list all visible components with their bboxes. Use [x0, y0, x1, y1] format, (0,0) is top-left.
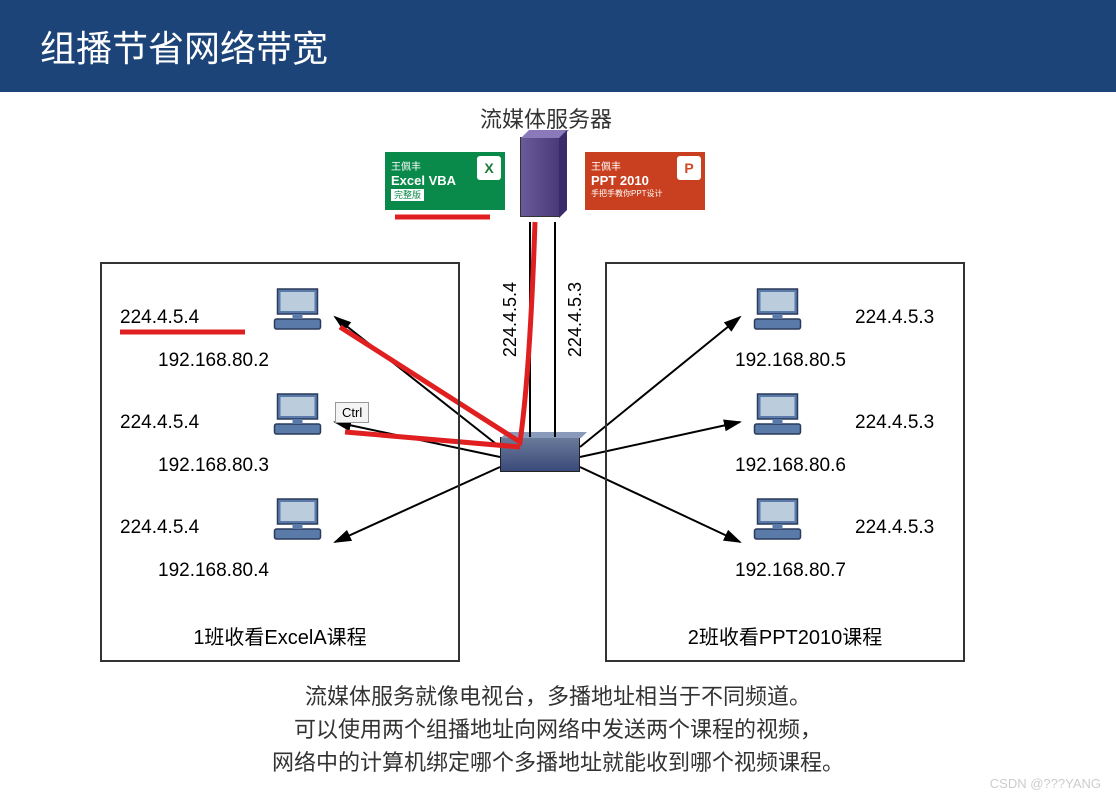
- description: 流媒体服务就像电视台，多播地址相当于不同频道。 可以使用两个组播地址向网络中发送…: [0, 680, 1116, 779]
- pc-icon: [750, 497, 805, 542]
- course2-badge: 手把手教你PPT设计: [591, 188, 699, 199]
- pc6-multicast: 224.4.5.3: [855, 517, 934, 539]
- pc2-multicast: 224.4.5.4: [120, 412, 199, 434]
- group1-title: 1班收看ExcelA课程: [102, 621, 458, 650]
- vlabel-right: 224.4.5.3: [565, 282, 586, 357]
- pc5-ip: 192.168.80.6: [735, 455, 846, 477]
- desc-line2: 可以使用两个组播地址向网络中发送两个课程的视频，: [0, 713, 1116, 746]
- ctrl-key-badge: Ctrl: [335, 402, 369, 423]
- course1-badge: 完整版: [391, 189, 424, 201]
- course-ppt: 王佩丰 PPT 2010 手把手教你PPT设计 P: [585, 152, 705, 210]
- pc-icon: [270, 392, 325, 437]
- server-icon: [520, 137, 560, 217]
- slide-title: 组播节省网络带宽: [0, 0, 1116, 92]
- pc3-multicast: 224.4.5.4: [120, 517, 199, 539]
- pc4-ip: 192.168.80.5: [735, 350, 846, 372]
- group2-title: 2班收看PPT2010课程: [607, 621, 963, 650]
- pc-icon: [270, 287, 325, 332]
- pc1-ip: 192.168.80.2: [158, 350, 269, 372]
- pc2-ip: 192.168.80.3: [158, 455, 269, 477]
- pc6-ip: 192.168.80.7: [735, 560, 846, 582]
- pc-icon: [750, 392, 805, 437]
- desc-line3: 网络中的计算机绑定哪个多播地址就能收到哪个视频课程。: [0, 746, 1116, 779]
- course-excel: 王佩丰 Excel VBA 完整版 X: [385, 152, 505, 210]
- pc1-multicast: 224.4.5.4: [120, 307, 199, 329]
- desc-line1: 流媒体服务就像电视台，多播地址相当于不同频道。: [0, 680, 1116, 713]
- pc-icon: [750, 287, 805, 332]
- watermark: CSDN @???YANG: [990, 776, 1101, 791]
- pc5-multicast: 224.4.5.3: [855, 412, 934, 434]
- switch-icon: [500, 437, 580, 472]
- pc3-ip: 192.168.80.4: [158, 560, 269, 582]
- pc4-multicast: 224.4.5.3: [855, 307, 934, 329]
- pc-icon: [270, 497, 325, 542]
- excel-icon: X: [477, 156, 501, 180]
- ppt-icon: P: [677, 156, 701, 180]
- vlabel-left: 224.4.5.4: [500, 282, 521, 357]
- network-diagram: 流媒体服务器 王佩丰 Excel VBA 完整版 X 王佩丰 PPT 2010 …: [0, 92, 1116, 742]
